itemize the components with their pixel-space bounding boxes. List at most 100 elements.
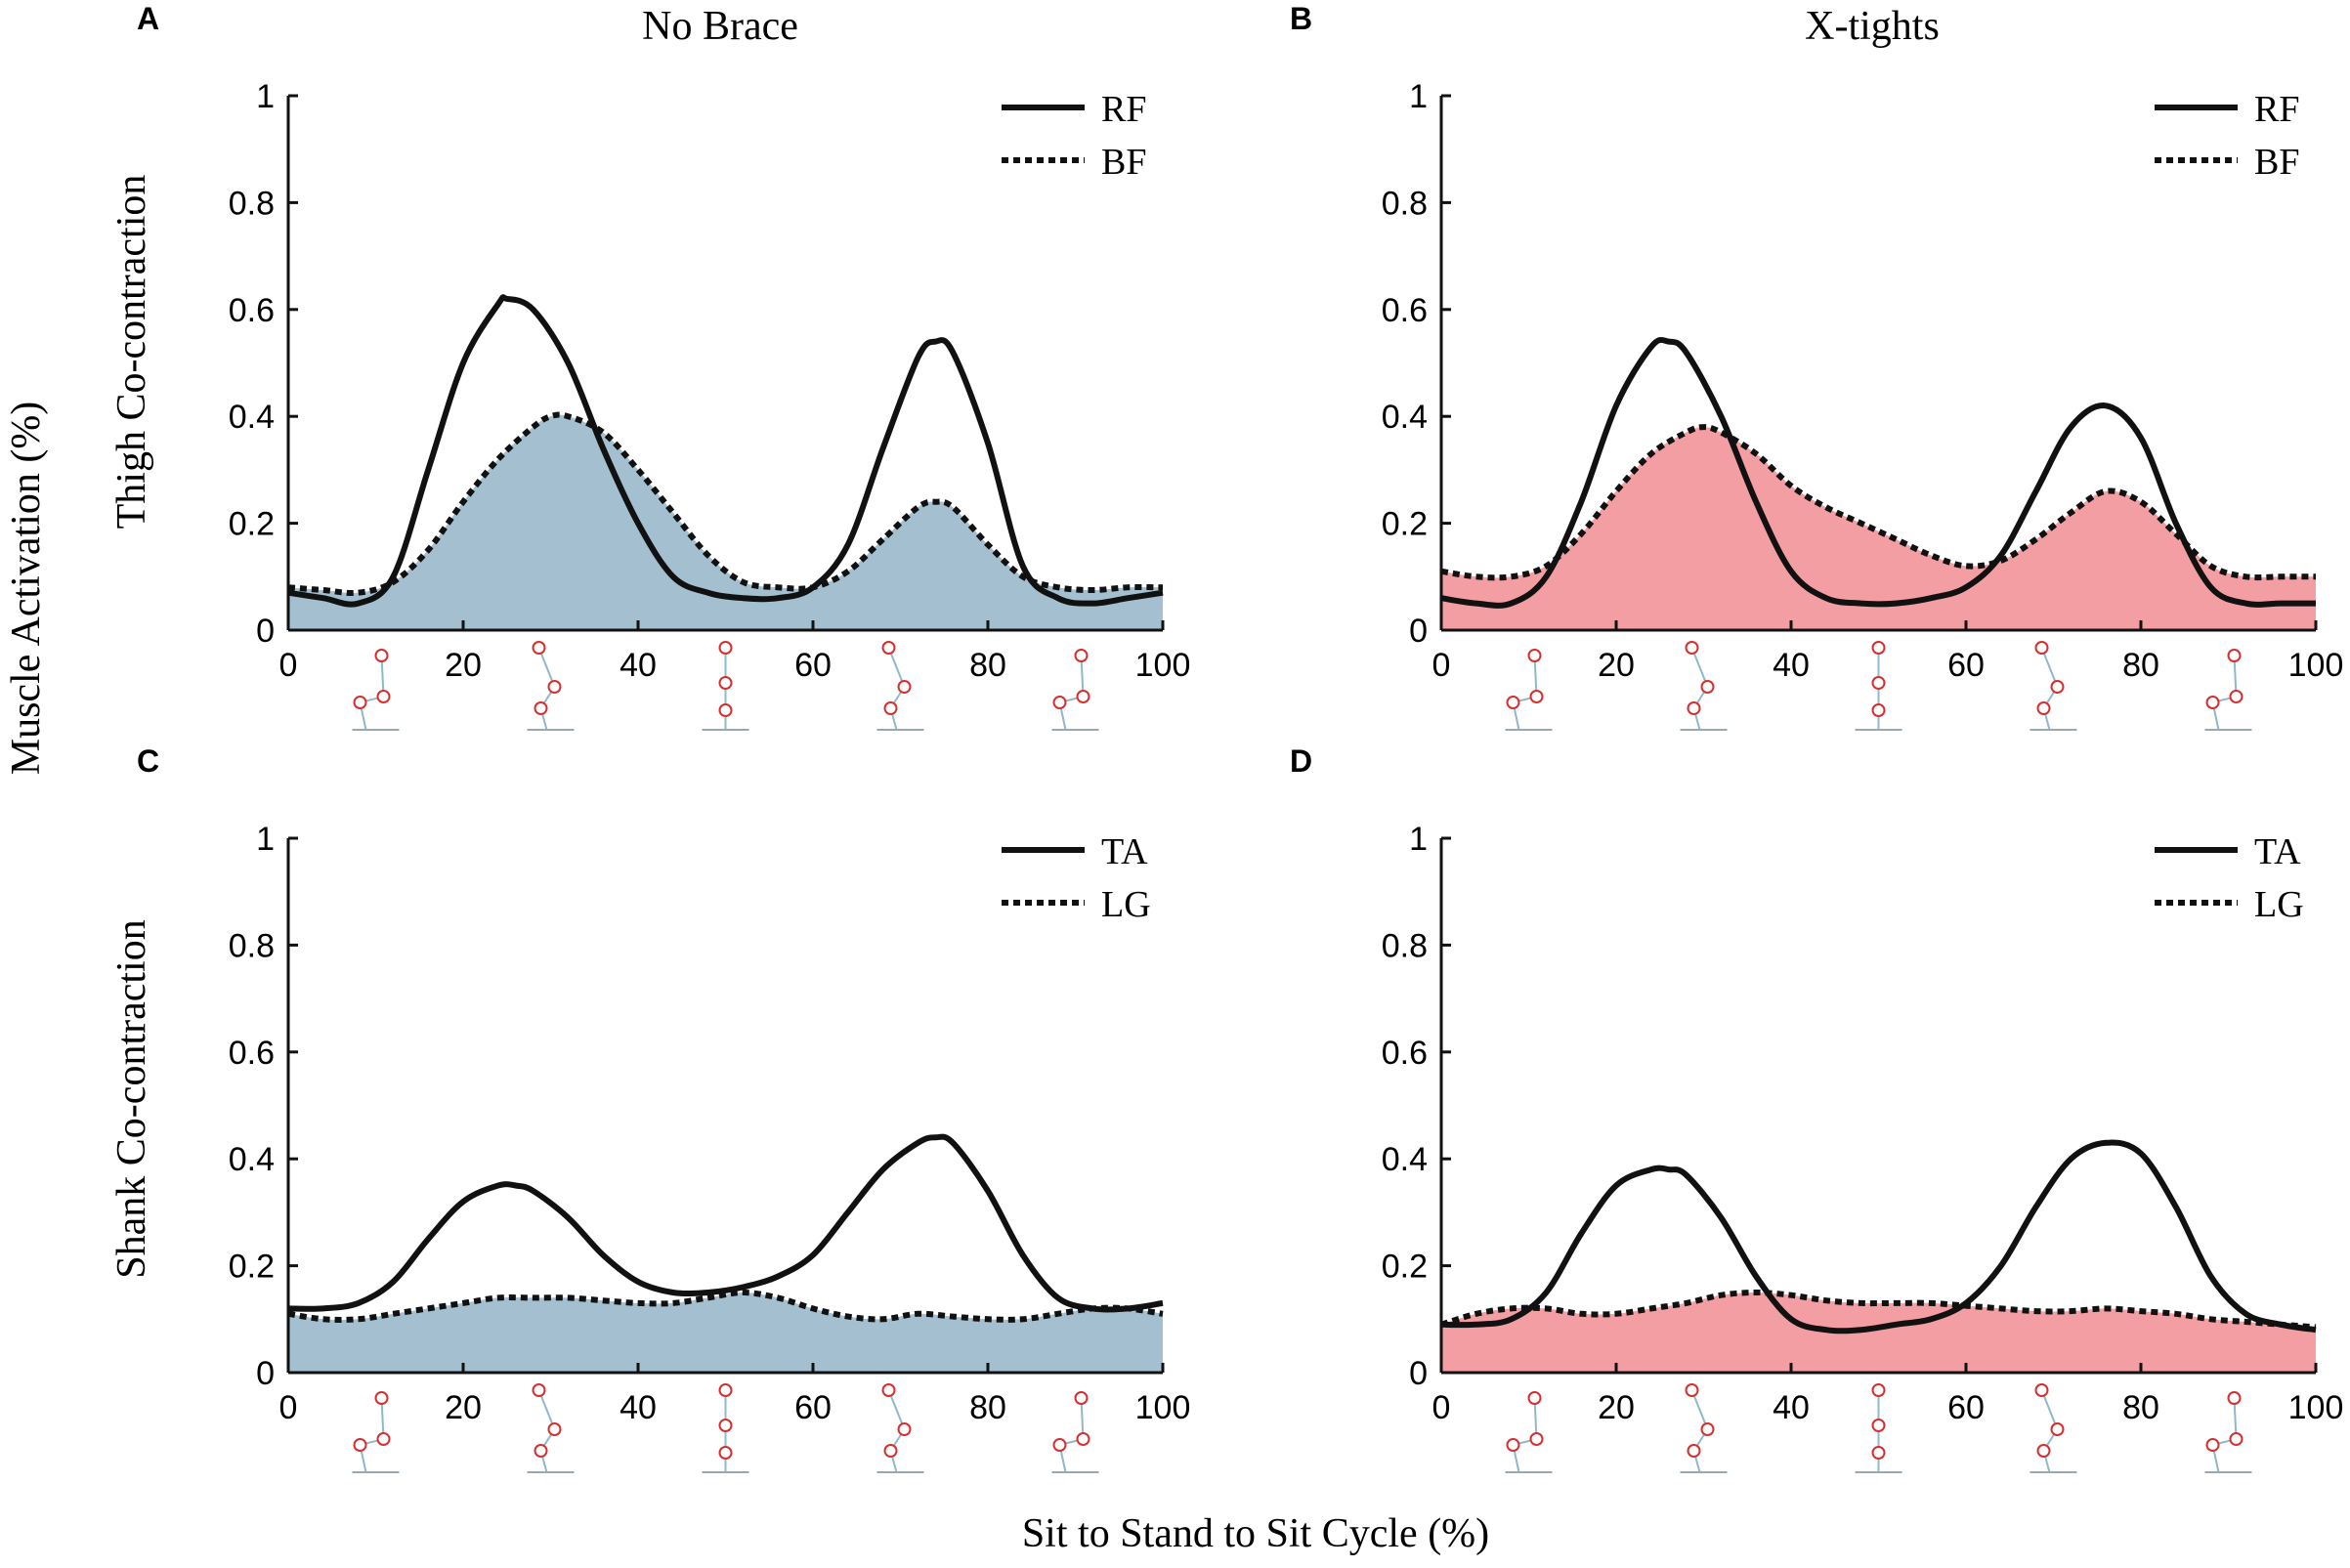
y-tick-label: 0.6 [229, 1035, 275, 1072]
shaded-area [288, 414, 1163, 630]
row-label-thigh: Thigh Co-contraction [109, 175, 154, 530]
y-tick-label: 0.4 [1382, 399, 1428, 436]
stick-figure-sit-icon [2204, 649, 2252, 731]
shaded-area [288, 1293, 1163, 1373]
y-tick-label: 0.2 [229, 506, 275, 543]
stick-figure-joint [2036, 1444, 2051, 1458]
stick-figure-joint [2034, 641, 2049, 655]
stick-figure-joint [532, 641, 546, 655]
stick-figure-joint [1685, 1383, 1699, 1397]
stick-figure-joint [1871, 703, 1886, 717]
y-tick-label: 0.2 [1382, 1249, 1428, 1286]
stick-figure-joint [2229, 1432, 2243, 1446]
stick-figure-joint [532, 1383, 546, 1397]
stick-figure-sit-icon [352, 649, 400, 731]
x-tick-label: 100 [2288, 647, 2344, 684]
y-tick-label: 0.8 [1382, 185, 1428, 222]
stick-figure-joint [374, 649, 389, 662]
legend-label-bf: BF [1101, 142, 1146, 183]
x-tick-label: 40 [1773, 1389, 1810, 1426]
legend-label-ta: TA [1101, 831, 1148, 872]
stick-figure-joint [1687, 701, 1701, 715]
x-tick-label: 80 [969, 1389, 1006, 1426]
stick-figure-limb [380, 1397, 385, 1440]
x-tick-label: 80 [2122, 647, 2159, 684]
legend-label-rf: RF [1101, 89, 1146, 130]
y-tick-label: 0 [1409, 613, 1428, 650]
x-tick-label: 20 [445, 647, 482, 684]
legend-label-lg: LG [1101, 884, 1151, 925]
stick-figure-rise-icon [1680, 641, 1728, 731]
x-tick-label: 60 [1947, 1389, 1985, 1426]
stick-figure-joint [1527, 649, 1542, 662]
series-line-rf [1440, 336, 2317, 609]
y-tick-label: 0.8 [229, 927, 275, 964]
panel-label: A [137, 1, 159, 36]
stick-figure-joint [2034, 1383, 2049, 1397]
stick-figure-joint [1074, 1391, 1089, 1405]
stick-figure-joint [534, 701, 548, 715]
y-tick-label: 0.2 [1382, 506, 1428, 543]
series-line-ta [1440, 1139, 2317, 1335]
y-tick-label: 0.6 [1382, 1035, 1428, 1072]
stick-figure-stand-icon [702, 641, 749, 731]
x-tick-label: 0 [279, 647, 298, 684]
stick-figure-limb [1533, 1397, 1538, 1440]
y-tick-label: 0.6 [1382, 292, 1428, 329]
row-label-shank: Shank Co-contraction [109, 919, 154, 1278]
y-tick-label: 1 [1409, 78, 1428, 115]
y-tick-label: 0.2 [229, 1249, 275, 1286]
stick-figure-joint [1871, 1419, 1886, 1432]
stick-figure-joint [1685, 641, 1699, 655]
stick-figure-joint [1076, 690, 1090, 703]
stick-figure-joint [353, 1438, 367, 1452]
stick-figure-joint [718, 641, 733, 655]
col-title-no-brace: No Brace [642, 4, 798, 49]
x-tick-label: 40 [620, 1389, 657, 1426]
stick-figure-joint [718, 1446, 733, 1460]
series-line-ta [287, 1133, 1164, 1313]
stick-figure-joint [1529, 690, 1544, 703]
x-tick-label: 40 [1773, 647, 1810, 684]
stick-figure-joint [1527, 1391, 1542, 1405]
x-tick-label: 80 [969, 647, 1006, 684]
y-tick-label: 0.4 [229, 399, 275, 436]
x-tick-label: 60 [794, 647, 832, 684]
y-tick-label: 0.8 [229, 185, 275, 222]
stick-figure-joint [2036, 701, 2051, 715]
stick-figure-limb [2040, 647, 2059, 688]
stick-figure-joint [897, 1422, 912, 1436]
x-tick-label: 0 [1432, 647, 1451, 684]
series-line-bf [1440, 424, 2316, 581]
stick-figure-sit-icon [1505, 649, 1553, 731]
x-tick-label: 0 [279, 1389, 298, 1426]
stick-figure-stand-icon [1855, 1383, 1902, 1473]
stick-figure-rise-icon [876, 641, 924, 731]
x-tick-label: 100 [2288, 1389, 2344, 1426]
stick-figures [352, 1383, 1099, 1473]
panel-d: D 0 0.2 0.4 0.6 0.8 1 0 20 40 60 80 100 TA LG [1290, 743, 2344, 1473]
y-tick-label: 0 [256, 613, 275, 650]
stick-figure-sit-icon [352, 1391, 400, 1473]
stick-figure-limb [2040, 1389, 2059, 1430]
stick-figure-rise-icon [527, 641, 575, 731]
stick-figure-joint [718, 703, 733, 717]
stick-figure-limb [537, 647, 556, 688]
y-tick-label: 0.8 [1382, 927, 1428, 964]
figure-xlabel: Sit to Stand to Sit Cycle (%) [1022, 1511, 1489, 1556]
x-tick-label: 60 [794, 1389, 832, 1426]
series-line-bf [287, 411, 1164, 597]
panel-label: D [1290, 743, 1312, 779]
x-tick-label: 60 [1947, 647, 1985, 684]
stick-figure-joint [1506, 1438, 1520, 1452]
stick-figure-joint [1076, 1432, 1090, 1446]
legend-label-lg: LG [2254, 884, 2304, 925]
stick-figure-joint [547, 680, 562, 694]
shaded-area [1441, 1293, 2316, 1373]
stick-figure-joint [1871, 1383, 1886, 1397]
x-tick-label: 20 [1598, 647, 1635, 684]
stick-figure-joint [353, 696, 367, 709]
stick-figure-joint [881, 1383, 896, 1397]
stick-figure-sit-icon [1505, 1391, 1553, 1473]
